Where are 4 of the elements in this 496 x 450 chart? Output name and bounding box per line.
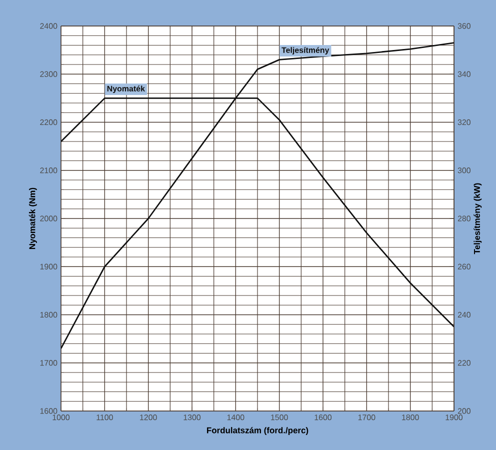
y-axis-title: Nyomaték (Nm) xyxy=(28,188,37,249)
x-axis-title: Fordulatszám (ford./perc) xyxy=(207,426,308,435)
y2-axis-title: Teljesítmény (kW) xyxy=(474,183,482,254)
line-series xyxy=(61,42,454,350)
